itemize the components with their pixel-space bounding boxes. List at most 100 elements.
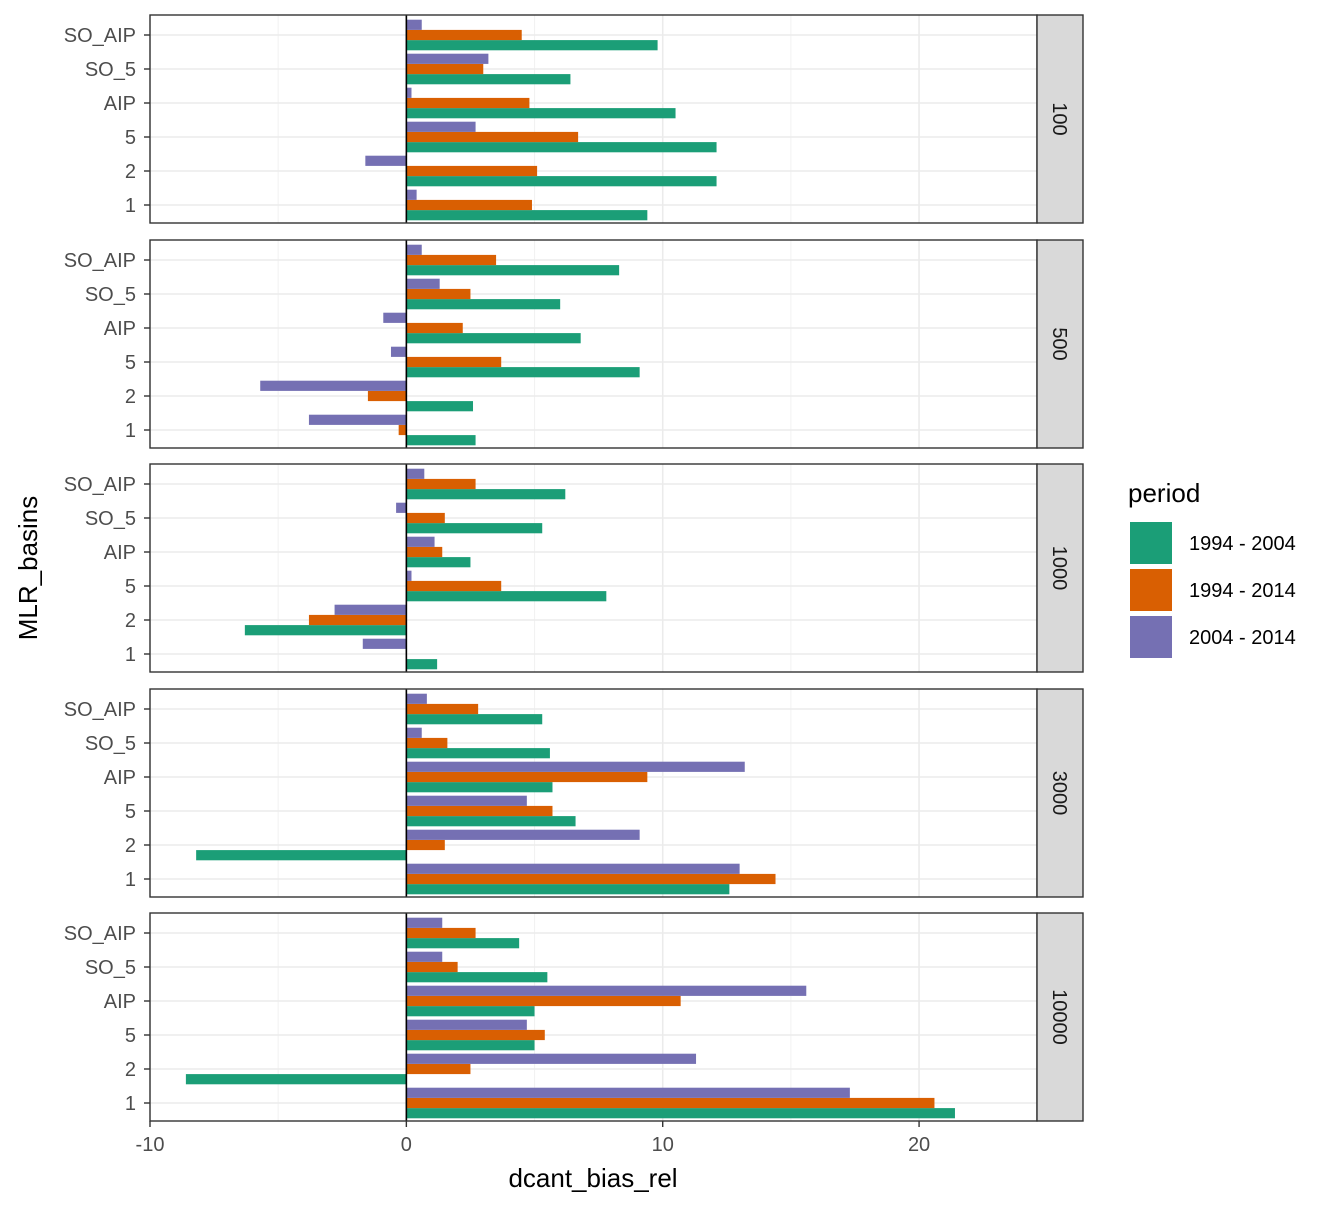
y-axis-title: MLR_basins <box>13 496 43 641</box>
bar <box>185 1074 407 1085</box>
y-tick-label: 2 <box>125 161 136 183</box>
bar <box>398 424 407 436</box>
bar <box>406 546 443 558</box>
y-tick-label: SO_5 <box>85 284 136 306</box>
y-tick-label: SO_AIP <box>64 474 136 496</box>
x-axis-title: dcant_bias_rel <box>508 1163 677 1193</box>
bar <box>406 1040 535 1051</box>
panel-background <box>150 913 1037 1121</box>
y-tick-label: 2 <box>125 610 136 632</box>
bar <box>406 401 474 412</box>
bar <box>406 727 422 738</box>
bar <box>406 19 422 30</box>
x-tick-label: -10 <box>136 1134 165 1156</box>
y-tick-label: 1 <box>125 869 136 891</box>
bar <box>406 761 745 772</box>
bar <box>406 795 527 806</box>
bar <box>406 244 422 255</box>
y-tick-label: 1 <box>125 1093 136 1115</box>
bar <box>406 1006 535 1017</box>
bar <box>406 322 463 334</box>
facet-strip <box>1036 463 1084 673</box>
bar <box>367 390 407 402</box>
bar <box>406 40 658 51</box>
bar <box>406 995 681 1007</box>
bar <box>406 176 717 187</box>
bar <box>406 659 438 670</box>
bar <box>406 288 471 300</box>
legend-key <box>1130 522 1172 564</box>
bar <box>406 265 620 276</box>
bar <box>406 1087 850 1098</box>
bar <box>406 693 427 704</box>
bar <box>406 884 730 895</box>
bar <box>406 121 476 132</box>
bar <box>406 816 576 827</box>
bar <box>406 580 502 592</box>
bar <box>406 536 435 547</box>
bar <box>396 502 407 513</box>
facet-panel-10000: SO_AIP SO_5 AIP 5 2 1 10000 <box>64 912 1084 1122</box>
bar <box>406 97 530 109</box>
bar <box>406 805 553 817</box>
y-tick-label: SO_5 <box>85 508 136 530</box>
bar <box>406 938 520 949</box>
legend-label: 1994 - 2014 <box>1189 580 1296 602</box>
bar <box>362 638 407 649</box>
bar <box>406 1019 527 1030</box>
bar <box>406 1097 935 1109</box>
y-tick-label: 1 <box>125 644 136 666</box>
bar <box>406 985 807 996</box>
bar <box>406 478 476 490</box>
bar <box>406 53 489 64</box>
bar <box>406 961 458 973</box>
bar <box>334 604 407 615</box>
bar <box>406 87 412 98</box>
bar <box>406 489 566 500</box>
x-tick-label: 0 <box>401 1134 412 1156</box>
bar <box>406 591 607 602</box>
y-tick-label: 1 <box>125 195 136 217</box>
bar <box>406 63 484 75</box>
legend-title: period <box>1128 478 1200 508</box>
bar <box>406 972 548 983</box>
y-tick-label: 5 <box>125 801 136 823</box>
bar <box>406 771 648 783</box>
y-tick-label: 5 <box>125 1025 136 1047</box>
bar <box>406 254 497 266</box>
bar <box>406 468 425 479</box>
y-tick-label: AIP <box>104 318 136 340</box>
facet-strip <box>1036 239 1084 449</box>
bar <box>406 108 676 119</box>
facet-strip-label: 3000 <box>1048 771 1070 816</box>
bar <box>406 278 440 289</box>
y-tick-label: 2 <box>125 1059 136 1081</box>
bar <box>365 155 407 166</box>
bar <box>406 927 476 939</box>
y-tick-label: SO_5 <box>85 59 136 81</box>
bar <box>406 570 412 581</box>
bar <box>406 748 550 759</box>
y-tick-label: SO_AIP <box>64 699 136 721</box>
bar <box>390 346 407 357</box>
y-tick-label: 5 <box>125 352 136 374</box>
y-tick-label: SO_AIP <box>64 250 136 272</box>
bar <box>244 625 407 636</box>
y-tick-label: SO_5 <box>85 957 136 979</box>
bar <box>406 829 640 840</box>
bar <box>406 333 581 344</box>
panel-background <box>150 689 1037 897</box>
bar <box>406 74 571 85</box>
bar <box>406 131 579 143</box>
bar <box>308 614 407 626</box>
y-tick-label: 5 <box>125 127 136 149</box>
facet-strip-label: 10000 <box>1048 989 1070 1045</box>
legend-key <box>1130 616 1172 658</box>
bar <box>406 1063 471 1075</box>
facet-strip-label: 100 <box>1048 102 1070 135</box>
bar <box>406 737 448 749</box>
bar <box>406 714 543 725</box>
facet-panels: SO_AIPSO_5AIP521100SO_AIPSO_5AIP521500SO… <box>64 14 1084 1156</box>
facet-strip <box>1036 14 1084 224</box>
